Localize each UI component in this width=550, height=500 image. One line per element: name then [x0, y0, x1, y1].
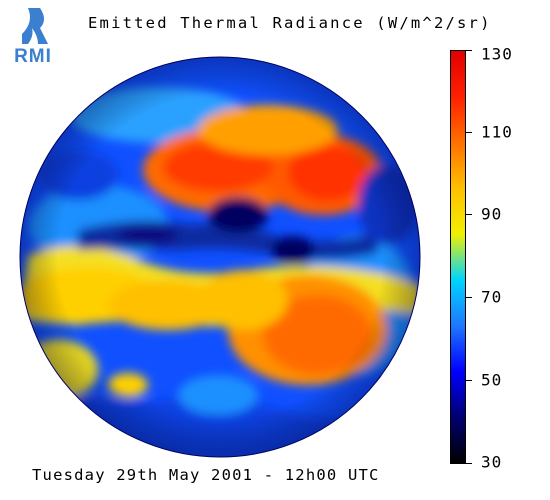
colorbar-tick-label: 90 — [481, 204, 503, 224]
colorbar-tick — [466, 214, 472, 215]
colorbar-tick-label: 110 — [481, 122, 513, 142]
colorbar-tick — [466, 50, 472, 51]
colorbar-tick — [466, 463, 472, 464]
colorbar-tick-label: 130 — [481, 44, 513, 64]
colorbar-ticks: 130 110 90 70 50 30 — [466, 45, 546, 472]
rmi-logo: RMI — [8, 6, 58, 70]
timestamp-caption: Tuesday 29th May 2001 - 12h00 UTC — [32, 466, 380, 484]
map-title: Emitted Thermal Radiance (W/m^2/sr) — [88, 14, 492, 32]
colorbar-tick — [466, 297, 472, 298]
thermal-radiance-globe — [19, 56, 421, 458]
colorbar — [450, 50, 466, 464]
colorbar-tick — [466, 380, 472, 381]
colorbar-tick — [466, 132, 472, 133]
colorbar-tick-label: 70 — [481, 287, 503, 307]
colorbar-tick-label: 30 — [481, 452, 503, 472]
colorbar-tick-label: 50 — [481, 370, 503, 390]
logo-text: RMI — [14, 46, 52, 67]
rmi-logo-icon — [12, 8, 54, 44]
